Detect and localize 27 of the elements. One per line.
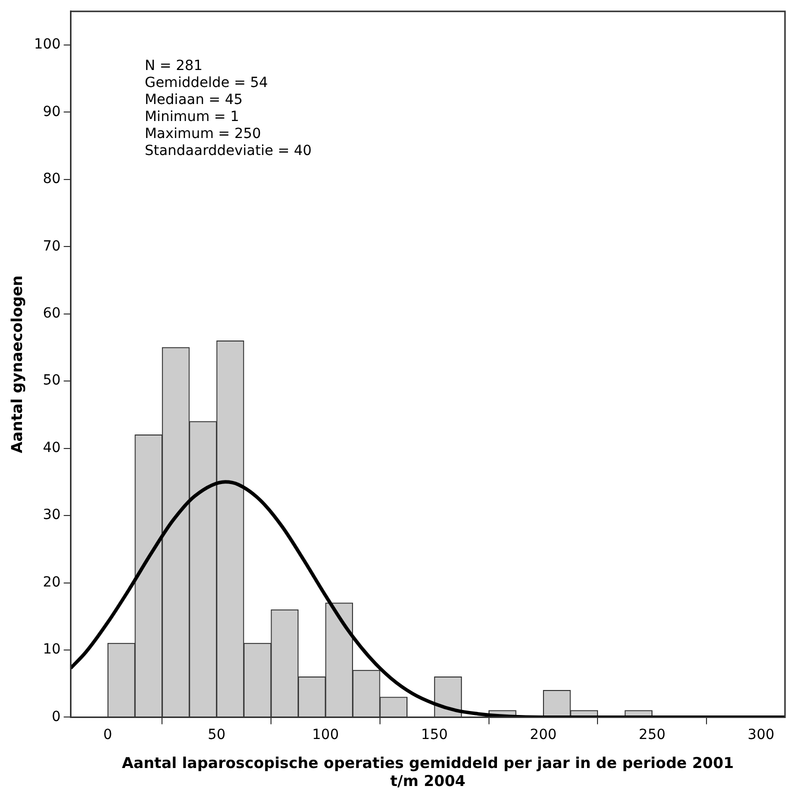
annotation: Maximum = 250: [144, 126, 262, 142]
annotation: N = 281: [144, 58, 203, 74]
annotation: Gemiddelde = 54: [144, 75, 268, 92]
y-tick-label: 90: [42, 104, 61, 120]
x-axis-title: Aantal laparoscopische operaties gemiddeld per jaar in de periode 2001 t/m 2004: [122, 754, 734, 790]
x-tick-label: 200: [530, 727, 557, 744]
x-tick-label: 100: [312, 727, 339, 744]
y-tick-label: 20: [42, 574, 61, 590]
y-tick-label: 50: [42, 372, 61, 389]
x-tick-label: 150: [421, 727, 448, 744]
annotation: Mediaan = 45: [144, 92, 243, 108]
y-tick-label: 10: [42, 642, 61, 658]
y-tick-label: 70: [42, 238, 61, 254]
y-tick-label: 80: [42, 171, 61, 188]
annotation: Minimum = 1: [144, 109, 240, 126]
y-tick-label: 60: [42, 306, 61, 322]
line-series: [70, 480, 785, 718]
annotation: Standaarddeviatie = 40: [144, 143, 312, 160]
x-tick-label: 0: [103, 727, 112, 744]
x-tick-label: 300: [748, 727, 774, 744]
y-tick-label: 0: [52, 708, 61, 725]
y-axis-title: Aantal gynaecologen: [8, 275, 26, 454]
y-tick-label: 30: [42, 507, 61, 524]
y-tick-label: 40: [42, 440, 61, 456]
y-tick-label: 100: [34, 36, 61, 53]
x-tick-label: 250: [638, 727, 666, 744]
x-tick-label: 50: [208, 727, 226, 744]
